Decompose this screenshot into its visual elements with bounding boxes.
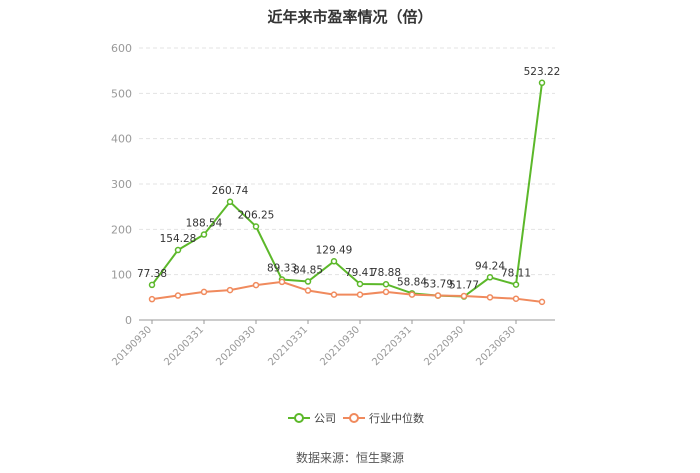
y-tick-label: 500 bbox=[111, 87, 132, 100]
y-tick-label: 0 bbox=[125, 314, 132, 327]
company-data-label: 79.41 bbox=[345, 267, 375, 279]
legend-company-icon bbox=[288, 413, 310, 423]
company-data-label: 51.77 bbox=[449, 280, 479, 292]
industry-point bbox=[434, 292, 442, 299]
company-data-label: 77.38 bbox=[137, 268, 167, 280]
x-tick-label: 20200930 bbox=[214, 324, 258, 368]
company-point bbox=[486, 274, 494, 281]
x-tick-label: 20210331 bbox=[266, 324, 310, 368]
y-tick-label: 400 bbox=[111, 133, 132, 146]
y-tick-label: 100 bbox=[111, 269, 132, 282]
company-data-label: 94.24 bbox=[475, 260, 505, 272]
x-tick-label: 20210930 bbox=[318, 324, 362, 368]
industry-point bbox=[382, 288, 390, 296]
company-data-label: 129.49 bbox=[316, 244, 353, 256]
company-point bbox=[148, 281, 156, 289]
company-point bbox=[356, 280, 364, 288]
legend-item-company[interactable]: 公司 bbox=[288, 410, 336, 426]
company-line bbox=[151, 82, 543, 298]
company-data-label: 523.22 bbox=[524, 66, 561, 78]
company-point bbox=[512, 281, 520, 288]
industry-point bbox=[200, 288, 208, 296]
x-tick-label: 20200331 bbox=[162, 324, 206, 368]
industry-point bbox=[304, 287, 312, 294]
industry-point bbox=[512, 295, 520, 302]
y-tick-label: 300 bbox=[111, 178, 132, 191]
chart-title: 近年来市盈率情况（倍） bbox=[267, 8, 433, 26]
x-tick-label: 20190930 bbox=[110, 324, 154, 368]
legend-industry-icon bbox=[343, 413, 365, 423]
company-point bbox=[174, 246, 182, 254]
company-data-label: 260.74 bbox=[212, 185, 249, 197]
industry-point bbox=[486, 294, 494, 301]
industry-point bbox=[538, 298, 546, 306]
company-data-label: 78.11 bbox=[501, 268, 531, 280]
company-data-label: 53.79 bbox=[423, 279, 453, 291]
company-data-label: 188.54 bbox=[186, 218, 223, 230]
data-source: 数据来源：恒生聚源 bbox=[295, 451, 404, 465]
legend-industry-label: 行业中位数 bbox=[369, 412, 424, 425]
industry-point bbox=[330, 291, 338, 298]
company-data-label: 84.85 bbox=[293, 265, 323, 277]
company-data-label: 78.88 bbox=[371, 267, 401, 279]
company-point bbox=[382, 280, 390, 288]
x-tick-label: 20230630 bbox=[474, 324, 518, 368]
company-point bbox=[304, 278, 312, 285]
company-data-label: 89.33 bbox=[267, 263, 297, 275]
company-point bbox=[252, 223, 260, 230]
industry-point bbox=[226, 286, 234, 294]
x-tick-label: 20220930 bbox=[422, 324, 466, 368]
industry-point bbox=[148, 295, 156, 303]
y-tick-label: 600 bbox=[111, 42, 132, 55]
y-tick-label: 200 bbox=[111, 223, 132, 236]
company-data-label: 154.28 bbox=[160, 233, 197, 245]
company-point bbox=[538, 79, 546, 87]
legend-item-industry-median[interactable]: 行业中位数 bbox=[343, 410, 424, 426]
company-point bbox=[330, 258, 338, 265]
company-point bbox=[200, 231, 208, 238]
company-data-label: 58.84 bbox=[397, 276, 427, 288]
industry-point bbox=[356, 291, 364, 298]
company-point bbox=[226, 198, 234, 206]
industry-point bbox=[252, 281, 260, 289]
industry-median-line bbox=[151, 280, 543, 303]
legend-company-label: 公司 bbox=[314, 412, 336, 425]
industry-point bbox=[460, 292, 468, 300]
industry-point bbox=[408, 291, 416, 298]
industry-point bbox=[174, 292, 182, 299]
x-tick-label: 20220331 bbox=[370, 324, 414, 368]
industry-point bbox=[278, 278, 286, 286]
company-data-label: 206.25 bbox=[238, 210, 275, 222]
